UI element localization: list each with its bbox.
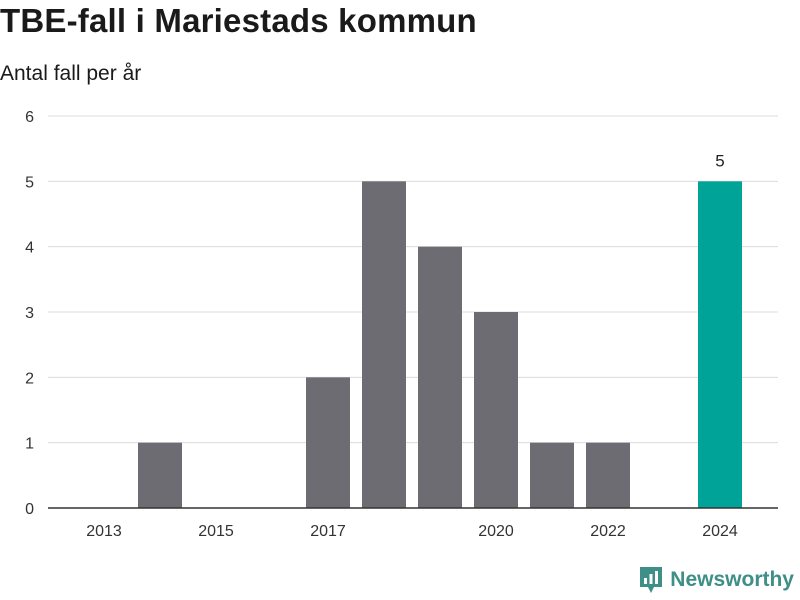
x-tick-label: 2017 [310, 523, 346, 540]
y-tick-label: 0 [25, 501, 34, 518]
y-tick-label: 6 [25, 109, 34, 126]
chart-title: TBE-fall i Mariestads kommun [0, 2, 477, 39]
y-tick-label: 1 [25, 436, 34, 453]
brand-logo: Newsworthy [638, 564, 794, 596]
gridlines [48, 115, 778, 444]
brand-name: Newsworthy [670, 568, 794, 591]
bar [418, 246, 462, 508]
bar [474, 312, 518, 508]
x-tick-label: 2013 [86, 523, 122, 540]
chart-subtitle: Antal fall per år [0, 62, 142, 85]
x-tick-label: 2024 [702, 523, 738, 540]
bar [530, 442, 574, 508]
x-tick-label: 2020 [478, 523, 514, 540]
bar [586, 442, 630, 508]
bar [306, 377, 350, 508]
y-tick-label: 5 [25, 174, 34, 191]
newsworthy-logo-icon [640, 567, 663, 593]
y-tick-label: 2 [25, 370, 34, 387]
y-axis-ticks: 0 1 2 3 4 5 6 [25, 109, 34, 518]
bar [362, 181, 406, 509]
y-tick-label: 3 [25, 305, 34, 322]
x-axis-ticks: 2013 2015 2017 2020 2022 2024 [86, 523, 738, 540]
bars [138, 181, 742, 509]
y-tick-label: 4 [25, 240, 34, 257]
data-labels: 5 [715, 151, 724, 170]
x-tick-label: 2015 [198, 523, 234, 540]
bar [138, 442, 182, 508]
data-label: 5 [715, 151, 724, 170]
x-tick-label: 2022 [590, 523, 626, 540]
bar-highlighted [698, 181, 742, 509]
